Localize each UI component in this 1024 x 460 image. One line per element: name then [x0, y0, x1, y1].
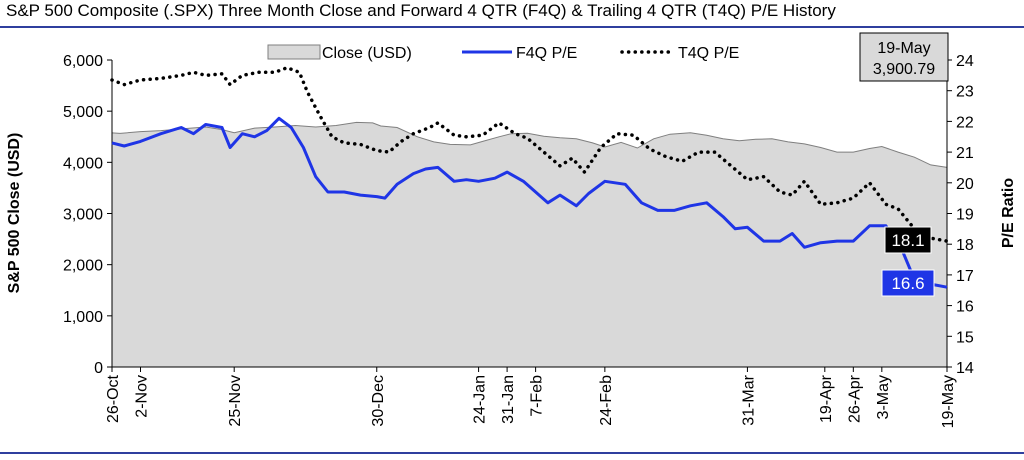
t4q-end-label-bg: [884, 226, 932, 254]
t4q-end-label-text: 18.1: [891, 231, 924, 250]
close-area-outline: [111, 121, 948, 168]
left-y-tick-label: 1,000: [63, 309, 103, 326]
x-tick-label: 7-Feb: [529, 375, 546, 417]
t4q-end-label: 18.1: [884, 226, 932, 254]
right-y-tick-label: 17: [956, 268, 974, 285]
right-y-tick-label: 23: [956, 84, 974, 101]
right-y-tick-label: 22: [956, 114, 974, 131]
left-y-tick-label: 4,000: [63, 155, 103, 172]
x-tick-label: 26-Apr: [846, 374, 863, 423]
bottom-rule: [0, 452, 1024, 454]
x-tick-label: 26-Oct: [105, 374, 122, 423]
close-area: [112, 122, 947, 368]
f4q-end-label-text: 16.6: [891, 274, 924, 293]
latest-close-box-bg: [859, 32, 949, 82]
right-y-tick-label: 21: [956, 145, 974, 162]
f4q-end-label: 16.6: [881, 269, 935, 297]
latest-close-box: 19-May 3,900.79: [859, 32, 949, 82]
right-y-tick-label: 24: [956, 53, 974, 70]
legend-close-label: Close (USD): [322, 45, 412, 62]
x-tick-label: 24-Jan: [472, 375, 489, 424]
left-y-tick-label: 3,000: [63, 207, 103, 224]
left-y-tick-label: 2,000: [63, 258, 103, 275]
right-y-tick-label: 19: [956, 207, 974, 224]
legend-f4q-label: F4Q P/E: [516, 45, 577, 62]
f4q-line: [111, 116, 948, 289]
legend-close-swatch: [267, 44, 321, 60]
right-y-tick-label: 20: [956, 176, 974, 193]
x-tick-label: 31-Mar: [740, 374, 757, 425]
top-rule: [0, 26, 1024, 28]
legend-t4q-label: T4Q P/E: [678, 45, 739, 62]
legend: Close (USD) F4Q P/E T4Q P/E: [267, 44, 739, 62]
right-y-tick-label: 16: [956, 299, 974, 316]
right-y-tick-label: 15: [956, 329, 974, 346]
left-y-tick-label: 0: [94, 360, 103, 377]
latest-close-text: 3,900.79: [873, 61, 935, 78]
latest-date-text: 19-May: [877, 40, 930, 57]
chart-title: S&P 500 Composite (.SPX) Three Month Clo…: [6, 1, 836, 20]
left-axis-title: S&P 500 Close (USD): [6, 133, 23, 294]
x-tick-label: 30-Dec: [370, 375, 387, 427]
x-tick-label: 24-Feb: [598, 375, 615, 426]
x-tick-label: 19-Apr: [818, 374, 835, 423]
x-tick-label: 3-May: [875, 375, 892, 419]
x-tick-label: 31-Jan: [500, 375, 517, 424]
x-tick-label: 25-Nov: [227, 375, 244, 427]
right-y-tick-label: 18: [956, 237, 974, 254]
x-tick-label: 19-May: [940, 375, 957, 428]
x-tick-label: 2-Nov: [134, 375, 151, 418]
left-y-tick-label: 5,000: [63, 104, 103, 121]
f4q-end-label-bg: [881, 269, 935, 297]
right-axis-title: P/E Ratio: [1000, 178, 1017, 248]
t4q-line: [110, 65, 949, 243]
left-y-tick-label: 6,000: [63, 53, 103, 70]
right-y-tick-label: 14: [956, 360, 974, 377]
